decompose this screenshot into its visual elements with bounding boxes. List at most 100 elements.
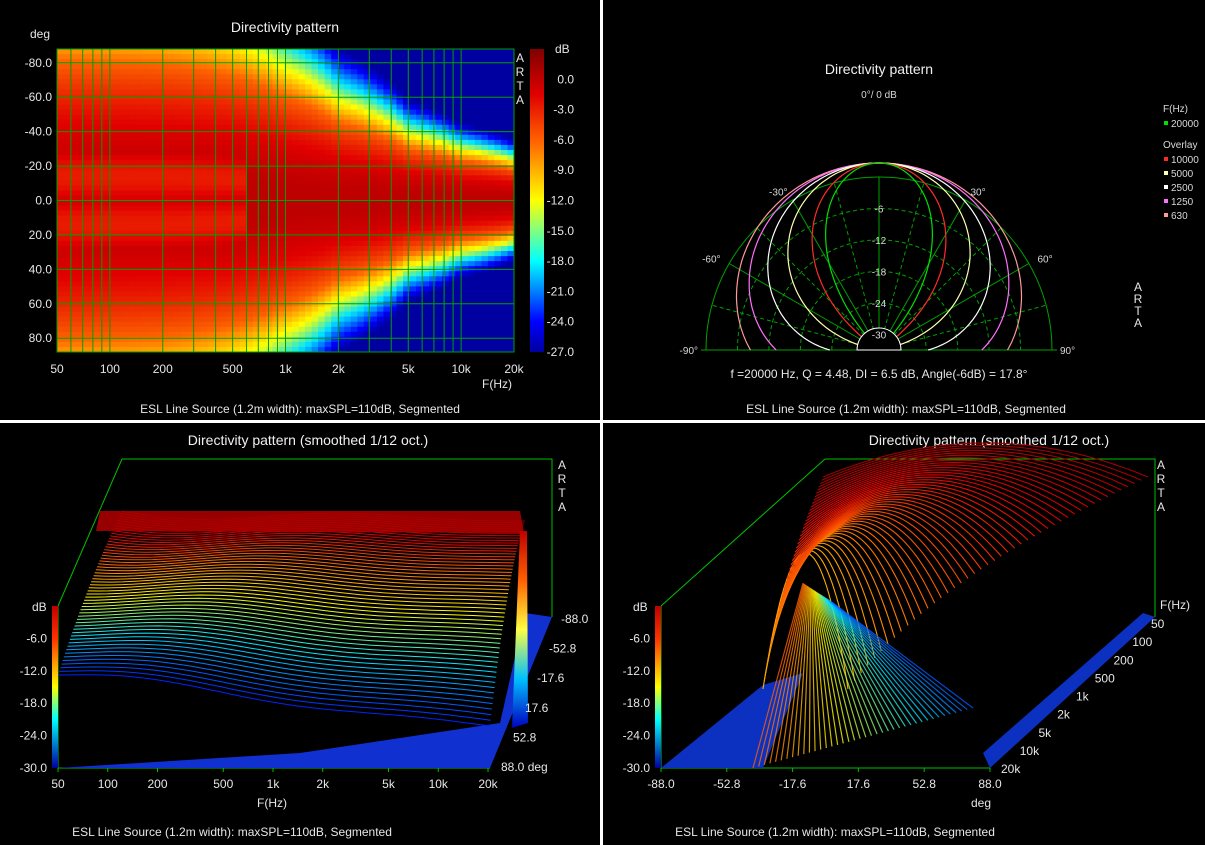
heatmap-cell xyxy=(135,79,143,85)
heatmap-cell xyxy=(305,64,313,70)
depth-tick-label: -52.8 xyxy=(549,642,577,656)
heatmap-cell xyxy=(265,225,273,232)
heatmap-cell xyxy=(63,306,71,313)
heatmap-cell xyxy=(76,301,84,308)
heatmap-cell xyxy=(220,185,228,191)
heatmap-cell xyxy=(213,79,221,85)
heatmap-cell xyxy=(318,235,326,242)
heatmap-cell xyxy=(474,306,482,313)
heatmap-cell xyxy=(213,205,221,212)
heatmap-cell xyxy=(468,165,476,171)
heatmap-cell xyxy=(429,165,437,171)
heatmap-cell xyxy=(220,160,228,166)
heatmap-cell xyxy=(57,215,65,222)
heatmap-cell xyxy=(507,124,514,131)
heatmap-cell xyxy=(507,316,514,323)
heatmap-cell xyxy=(96,271,104,277)
heatmap-cell xyxy=(416,331,424,338)
heatmap-cell xyxy=(455,195,463,201)
heatmap-cell xyxy=(331,311,339,318)
heatmap-cell xyxy=(220,225,228,232)
heatmap-cell xyxy=(128,271,136,277)
heatmap-cell xyxy=(344,296,352,302)
heatmap-cell xyxy=(154,185,162,191)
heatmap-cell xyxy=(135,175,143,181)
heatmap-cell xyxy=(468,346,476,352)
heatmap-cell xyxy=(500,230,508,237)
heatmap-cell xyxy=(416,170,424,176)
heatmap-cell xyxy=(109,150,117,156)
heatmap-cell xyxy=(448,74,456,80)
heatmap-cell xyxy=(115,139,123,146)
heatmap-cell xyxy=(448,139,456,146)
heatmap-cell xyxy=(376,139,384,146)
heatmap-cell xyxy=(390,175,398,181)
waterfall-freq-svg: Directivity pattern (smoothed 1/12 oct.)… xyxy=(20,432,589,839)
colorbar-tick-label: -18.0 xyxy=(547,254,575,268)
heatmap-cell xyxy=(292,291,300,297)
heatmap-cell xyxy=(481,59,489,65)
heatmap-cell xyxy=(455,235,463,242)
heatmap-cell xyxy=(174,190,182,196)
heatmap-cell xyxy=(468,200,476,207)
heatmap-cell xyxy=(363,205,371,212)
surface-line xyxy=(818,449,1129,488)
heatmap-cell xyxy=(83,155,91,161)
heatmap-cell xyxy=(390,230,398,237)
heatmap-cell xyxy=(370,64,378,70)
heatmap-cell xyxy=(357,321,365,328)
heatmap-cell xyxy=(128,175,136,181)
heatmap-cell xyxy=(448,246,456,252)
heatmap-cell xyxy=(409,311,417,318)
heatmap-cell xyxy=(233,84,241,90)
heatmap-cell xyxy=(461,160,469,166)
heatmap-cell xyxy=(252,321,260,328)
heatmap-cell xyxy=(324,114,332,121)
heatmap-cell xyxy=(76,79,84,85)
heatmap-cell xyxy=(141,281,149,287)
heatmap-cell xyxy=(70,114,78,121)
heatmap-cell xyxy=(390,185,398,191)
heatmap-cell xyxy=(396,271,404,277)
heatmap-cell xyxy=(213,190,221,196)
heatmap-cell xyxy=(239,170,247,176)
heatmap-cell xyxy=(200,185,208,191)
heatmap-cell xyxy=(442,129,450,136)
heatmap-cell xyxy=(220,64,228,70)
heatmap-cell xyxy=(376,235,384,242)
heatmap-cell xyxy=(409,114,417,121)
heatmap-cell xyxy=(83,225,91,232)
waterfall-angle-zlabel: dB xyxy=(633,600,648,614)
heatmap-cell xyxy=(57,346,65,352)
heatmap-cell xyxy=(154,316,162,323)
heatmap-cell xyxy=(448,69,456,75)
heatmap-cell xyxy=(305,59,313,65)
heatmap-cell xyxy=(154,49,162,55)
heatmap-cell xyxy=(311,79,319,85)
heatmap-cell xyxy=(272,225,280,232)
heatmap-cell xyxy=(390,180,398,186)
heatmap-cell xyxy=(279,170,287,176)
heatmap-cell xyxy=(213,119,221,126)
heatmap-cell xyxy=(259,215,267,222)
heatmap-cell xyxy=(265,331,273,338)
heatmap-cell xyxy=(435,175,443,181)
heatmap-cell xyxy=(344,129,352,136)
surface-line xyxy=(813,459,1102,501)
heatmap-cell xyxy=(252,210,260,217)
heatmap-cell xyxy=(409,336,417,343)
heatmap-cell xyxy=(122,79,130,85)
heatmap-cell xyxy=(226,54,234,60)
heatmap-cell xyxy=(311,230,319,237)
heatmap-cell xyxy=(442,261,450,267)
heatmap-cell xyxy=(259,139,267,146)
heatmap-cell xyxy=(252,200,260,207)
heatmap-cell xyxy=(350,84,358,90)
heatmap-cell xyxy=(168,276,176,282)
heatmap-cell xyxy=(233,79,241,85)
heatmap-cell xyxy=(416,240,424,247)
heatmap-cell xyxy=(70,235,78,242)
heatmap-cell xyxy=(272,286,280,292)
heatmap-cell xyxy=(376,246,384,252)
heatmap-cell xyxy=(252,49,260,55)
